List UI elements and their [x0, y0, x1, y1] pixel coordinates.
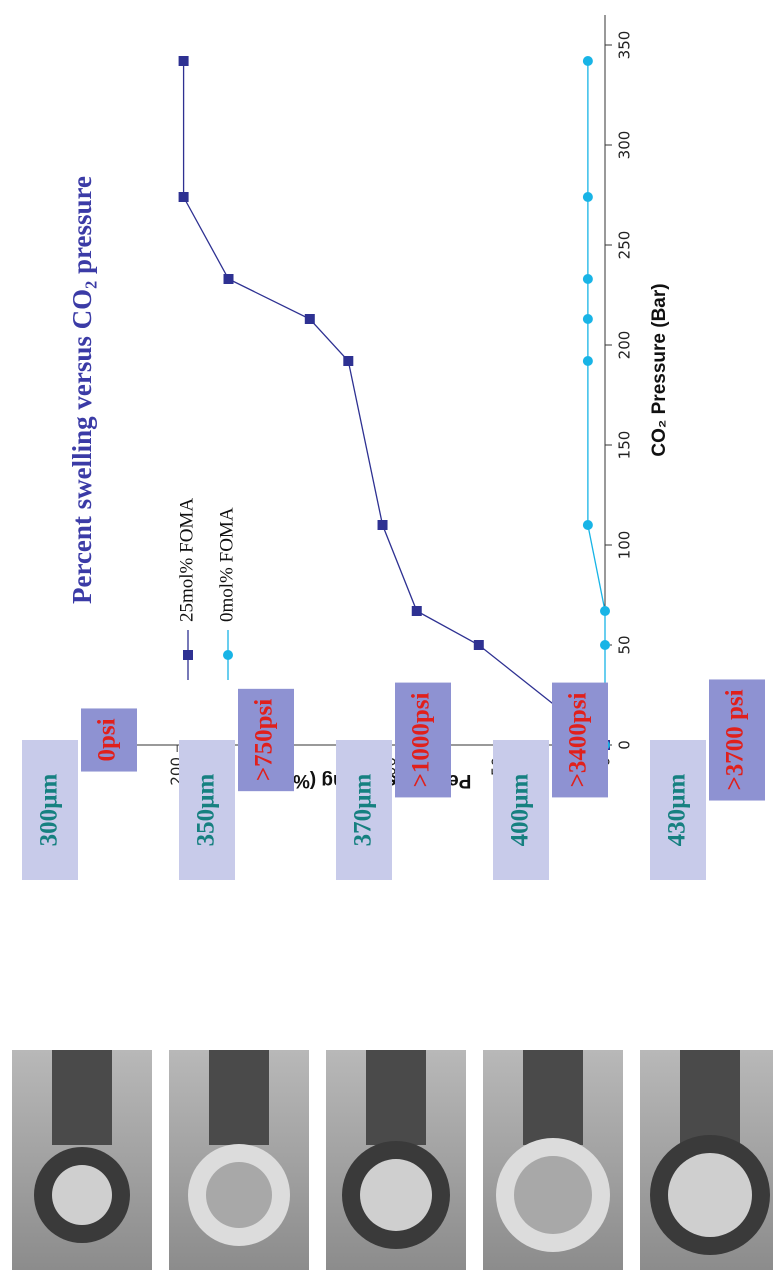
photo-stem [523, 1050, 583, 1145]
chart: 050100150200250300350050100150200CO₂ Pre… [67, 15, 670, 791]
marker [474, 640, 484, 650]
photo-drop-core [514, 1156, 592, 1234]
x-tick-label: 0 [616, 740, 634, 750]
marker [412, 606, 422, 616]
photo-drop-core [206, 1162, 272, 1228]
photo-drop-core [52, 1165, 112, 1225]
x-tick-label: 50 [616, 635, 634, 654]
x-tick-label: 100 [616, 531, 634, 560]
photo-stem [52, 1050, 112, 1145]
marker [600, 606, 610, 616]
legend-marker [183, 650, 193, 660]
marker [343, 356, 353, 366]
marker [583, 56, 593, 66]
legend-marker [223, 650, 233, 660]
marker [179, 56, 189, 66]
pressure-label: >1000psi [408, 693, 435, 788]
pressure-label: >3700 psi [722, 689, 749, 790]
x-tick-label: 150 [616, 431, 634, 460]
x-tick-label: 350 [616, 31, 634, 60]
marker [583, 274, 593, 284]
marker [179, 192, 189, 202]
pressure-label: >750psi [251, 699, 278, 781]
marker [378, 520, 388, 530]
photo-stem [680, 1050, 740, 1145]
marker [583, 192, 593, 202]
photo-stem [366, 1050, 426, 1145]
marker [583, 314, 593, 324]
x-tick-label: 250 [616, 231, 634, 260]
photo-drop-core [668, 1153, 752, 1237]
marker [583, 356, 593, 366]
pressure-label: 0psi [94, 718, 121, 761]
size-label: 350µm [193, 773, 220, 846]
marker [305, 314, 315, 324]
x-tick-label: 200 [616, 331, 634, 360]
series-line [184, 61, 605, 745]
x-axis-label: CO₂ Pressure (Bar) [649, 283, 670, 456]
legend-label: 0mol% FOMA [216, 507, 237, 622]
size-label: 370µm [350, 773, 377, 846]
pressure-label: >3400psi [565, 693, 592, 788]
chart-title: Percent swelling versus CO₂ pressure [67, 176, 97, 604]
size-label: 430µm [664, 773, 691, 846]
marker [600, 640, 610, 650]
x-tick-label: 300 [616, 131, 634, 160]
marker [224, 274, 234, 284]
photo-stem [209, 1050, 269, 1145]
photo-drop-core [360, 1159, 432, 1231]
size-label: 300µm [36, 773, 63, 846]
legend-label: 25mol% FOMA [176, 498, 197, 622]
figure: 050100150200250300350050100150200CO₂ Pre… [0, 0, 773, 1274]
size-label: 400µm [507, 773, 534, 846]
marker [583, 520, 593, 530]
